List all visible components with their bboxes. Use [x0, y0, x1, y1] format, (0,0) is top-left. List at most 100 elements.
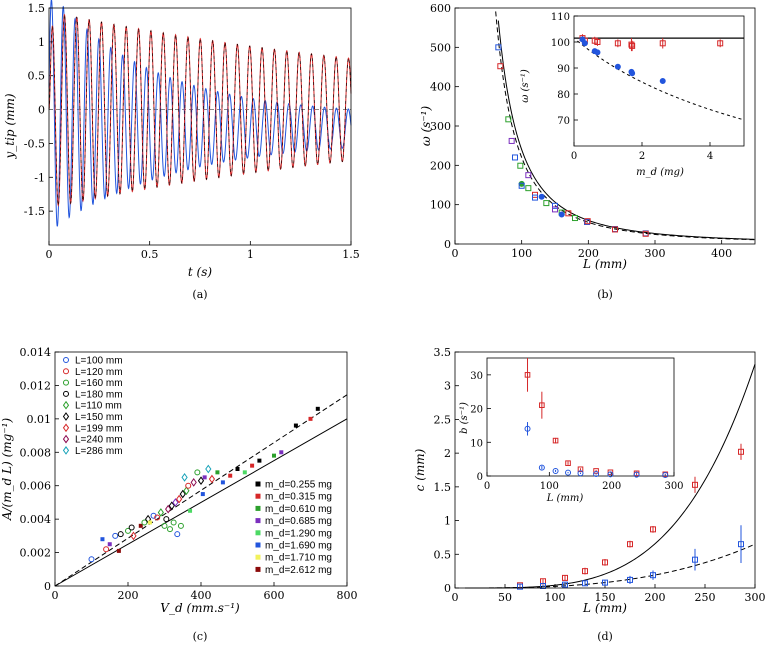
panel-c-ytick-label: 0.006	[20, 480, 52, 493]
data-point	[612, 226, 618, 233]
data-point	[642, 230, 649, 237]
inset-d-xtick-label: 300	[664, 481, 683, 492]
inset-b-ytick-label: 90	[557, 64, 570, 75]
legend-marker	[63, 390, 69, 397]
panel-b-ytick-label: 300	[430, 120, 451, 133]
inset-point-blue	[565, 469, 572, 476]
inset-point-blue	[629, 70, 636, 77]
inset-point-red	[577, 466, 584, 473]
data-point	[188, 508, 193, 513]
panel-a-xtick-label: 0	[46, 248, 53, 261]
panel-b-ytick-label: 200	[430, 159, 451, 172]
inset-d-ytick-label: 30	[470, 371, 483, 382]
data-point	[215, 470, 220, 475]
data-point-blue	[582, 580, 588, 587]
panel-d-xtick-label: 100	[545, 591, 566, 604]
data-point-blue	[562, 581, 568, 588]
data-point	[185, 482, 192, 489]
series-line-blue	[48, 0, 352, 227]
inset-b-ytick-label: 100	[551, 38, 570, 49]
data-point	[163, 516, 170, 523]
data-point	[552, 206, 558, 213]
panel-b-plot: 0 100 200 300 400 0 100 200 300 400 500 600	[430, 2, 755, 260]
data-point	[293, 423, 298, 428]
inset-point-red	[594, 39, 601, 45]
legend-label: m_d=1.710 mg	[265, 553, 332, 564]
data-point-red	[650, 526, 656, 533]
inset-d-xtick-label: 0	[484, 481, 490, 492]
panel-a-ytick-label: 0.5	[28, 70, 46, 83]
inset-d-ytick-label: 10	[470, 438, 483, 449]
panel-a-ytick-label: -1	[34, 171, 45, 184]
panel-c-xlabel: V_d (mm.s⁻¹)	[160, 601, 240, 615]
data-point-red	[692, 481, 698, 488]
series-line-dashed-fit	[48, 14, 352, 207]
data-point	[141, 519, 148, 526]
legend-marker	[255, 530, 261, 536]
legend-label: L=199 mm	[75, 423, 123, 434]
panel-d-inset-xlabel: L (mm)	[546, 493, 584, 504]
data-point	[505, 116, 512, 123]
data-point	[116, 548, 121, 553]
data-point	[257, 458, 262, 463]
legend-marker	[63, 379, 69, 386]
data-point	[242, 470, 247, 475]
panel-b-xtick-label: 100	[511, 247, 532, 260]
panel-d-ytick-label: 2	[444, 447, 451, 460]
inset-point-red	[628, 41, 635, 48]
data-point	[584, 218, 590, 225]
legend-marker	[63, 368, 69, 375]
data-point	[179, 489, 186, 499]
panel-c-xtick-label: 800	[337, 589, 358, 602]
legend-label: L=160 mm	[75, 378, 123, 389]
data-point	[150, 512, 157, 519]
data-point	[166, 526, 173, 533]
data-point	[308, 416, 313, 421]
legend-label: L=100 mm	[75, 356, 123, 367]
data-point	[130, 531, 137, 541]
inset-point-blue	[593, 470, 600, 477]
inset-b-xtick-label: 2	[639, 151, 645, 162]
data-point	[103, 546, 110, 553]
inset-point-blue	[524, 425, 531, 432]
panel-c-ylabel: A/(m_d L) (mg⁻¹)	[0, 418, 14, 522]
data-point	[88, 556, 95, 563]
panel-a: 0 0.5 1 1.5 -1.5 -1 -0.5 0 0.5 1 1.5 t (s) y_tip (…	[3, 0, 360, 301]
panel-c-xtick-label: 200	[118, 589, 139, 602]
data-point	[584, 218, 591, 225]
inset-point-red	[524, 372, 531, 378]
inset-b-xtick-label: 0	[571, 151, 577, 162]
panel-a-ytick-label: -0.5	[24, 137, 45, 150]
panel-b-xtick-label: 0	[452, 247, 459, 260]
inset-d-ytick-label: 0	[477, 472, 483, 483]
legend-label: m_d=1.690 mg	[265, 541, 332, 552]
legend-label: m_d=0.685 mg	[265, 516, 332, 527]
panel-c-ytick-label: 0.01	[27, 413, 52, 426]
legend-label: m_d=2.612 mg	[265, 565, 332, 576]
inset-b-ytick-label: 110	[551, 12, 570, 23]
fit-line-dashed	[54, 394, 348, 587]
legend-label: m_d=0.315 mg	[265, 492, 332, 503]
data-point	[190, 478, 197, 487]
data-point	[552, 202, 558, 209]
panel-a-caption: (a)	[192, 288, 207, 301]
panel-a-ytick-label: 0	[38, 104, 45, 117]
legend-label: m_d=1.290 mg	[265, 528, 332, 539]
data-point	[220, 480, 225, 485]
panel-a-xtick-label: 1.5	[342, 248, 360, 261]
legend-label: L=286 mm	[75, 446, 123, 457]
panel-d-xtick-label: 50	[498, 591, 512, 604]
data-point-blue	[540, 582, 546, 589]
data-point	[147, 520, 152, 525]
panel-d-inset: 0 100 200 300 0 10 20 30	[470, 357, 684, 492]
inset-point-red	[717, 40, 724, 47]
panel-b-xtick-label: 200	[578, 247, 599, 260]
inset-point-blue	[577, 470, 584, 477]
panel-c-xtick-label: 400	[191, 589, 212, 602]
panel-c-ytick-label: 0.014	[20, 346, 52, 359]
data-point-blue	[738, 541, 744, 548]
legend-label: L=150 mm	[75, 412, 123, 423]
data-point	[525, 185, 532, 192]
